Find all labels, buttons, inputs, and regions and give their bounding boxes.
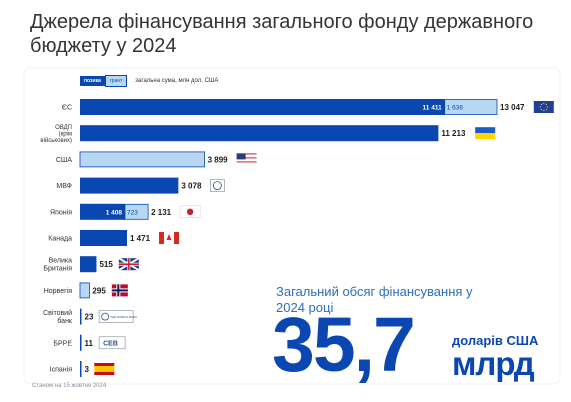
total-value-label: 3 (85, 365, 90, 374)
category-label: Велика Британія (43, 258, 72, 273)
category-label: Світовий банк (43, 309, 73, 325)
category-label: ОВДП (крім військових) (40, 125, 72, 144)
spain-flag-icon (94, 363, 115, 375)
bar-loan (80, 203, 126, 220)
imf-logo-icon (210, 179, 225, 192)
legend: позика грант загальна сума, млн дол. США (80, 75, 218, 87)
bar-grant (79, 151, 206, 168)
total-value-label: 515 (99, 260, 113, 269)
world-bank-logo-icon: THE WORLD BANK (98, 310, 137, 323)
canada-flag-icon (159, 232, 180, 244)
ceb-logo-text: CEB (103, 340, 118, 347)
bar-loan (80, 125, 439, 142)
total-value: 35,7 (272, 302, 416, 388)
bar-loan (80, 256, 97, 273)
total-value-label: 3 899 (208, 155, 229, 164)
bar-loan (80, 230, 128, 246)
usa-flag-icon (236, 153, 257, 165)
bar-grant (444, 99, 498, 115)
category-label: Норвегія (44, 287, 72, 295)
total-value-label: 23 (85, 313, 94, 322)
total-value-label: 295 (92, 286, 106, 295)
total-value-label: 3 078 (181, 182, 202, 191)
uk-flag-icon (118, 257, 140, 272)
loan-value-label: 1 408 (106, 209, 123, 216)
category-label: БРРЕ (53, 340, 72, 347)
bar-loan (80, 361, 82, 377)
legend-loan: позика (80, 76, 105, 86)
grant-value-label: 723 (127, 209, 138, 216)
eu-flag-icon (533, 101, 554, 113)
world-bank-logo-text: THE WORLD BANK (110, 315, 137, 319)
category-label: Японія (50, 208, 72, 216)
chart-title: Джерела фінансування загального фонду де… (30, 11, 534, 57)
japan-flag-icon (179, 205, 201, 219)
ceb-logo-icon: CEB (98, 336, 126, 350)
total-value-label: 11 213 (441, 129, 466, 138)
chart-card: ЄС 11 411 1 636 13 047 ОВДП (крім військових) 1… (22, 66, 562, 386)
legend-total: загальна сума, млн дол. США (135, 78, 219, 84)
category-label: Іспанія (50, 366, 73, 374)
total-value-label: 1 471 (130, 234, 151, 243)
total-value-label: 13 047 (500, 103, 525, 112)
total-unit-line2: млрд (452, 345, 535, 382)
bar-loan (80, 334, 82, 351)
category-label: Канада (48, 236, 72, 243)
category-label: МВФ (56, 183, 72, 190)
bar-chart: ЄС 11 411 1 636 13 047 ОВДП (крім військових) 1… (23, 67, 561, 385)
category-label: США (56, 157, 72, 164)
bar-grant (124, 203, 149, 220)
total-value-label: 2 131 (151, 208, 172, 217)
ukraine-flag-icon (475, 127, 496, 140)
loan-value-label: 11 411 (423, 105, 443, 112)
category-label: ЄС (62, 105, 72, 112)
legend-grant: грант (104, 75, 128, 87)
total-value-label: 11 (85, 339, 94, 348)
grant-value-label: 1 636 (447, 105, 464, 112)
bar-grant (79, 282, 90, 299)
bar-loan (80, 177, 179, 194)
chart-frame (23, 67, 561, 385)
bar-loan (80, 308, 82, 325)
total-unit-line1: доларів США (452, 333, 539, 348)
date-note: Станом на 15 жовтня 2024 (32, 383, 107, 389)
bar-loan (80, 99, 445, 115)
norway-flag-icon (111, 284, 128, 297)
total-caption: Загальний обсяг фінансування у 2024 році (276, 284, 473, 315)
